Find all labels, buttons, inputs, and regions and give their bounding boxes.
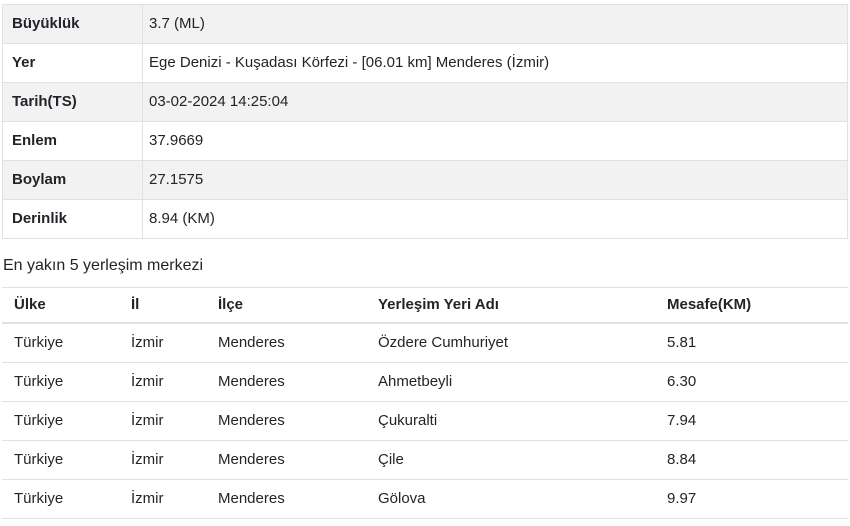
cell-province: İzmir [119, 322, 206, 363]
cell-settlement: Çukuralti [366, 401, 655, 441]
table-row: Derinlik 8.94 (KM) [2, 199, 848, 239]
cell-distance: 8.84 [655, 440, 848, 480]
header-row: Ülke İl İlçe Yerleşim Yeri Adı Mesafe(KM… [2, 287, 848, 324]
earthquake-detail-table: Büyüklük 3.7 (ML) Yer Ege Denizi - Kuşad… [2, 4, 848, 239]
detail-label-location: Yer [2, 43, 143, 83]
cell-distance: 9.97 [655, 479, 848, 519]
cell-country: Türkiye [2, 401, 119, 441]
column-header-distance: Mesafe(KM) [655, 287, 848, 324]
cell-settlement: Çile [366, 440, 655, 480]
detail-value-magnitude: 3.7 (ML) [142, 4, 848, 44]
detail-value-location: Ege Denizi - Kuşadası Körfezi - [06.01 k… [142, 43, 848, 83]
cell-district: Menderes [206, 362, 366, 402]
cell-distance: 5.81 [655, 322, 848, 363]
cell-settlement: Gölova [366, 479, 655, 519]
cell-province: İzmir [119, 401, 206, 441]
cell-district: Menderes [206, 322, 366, 363]
table-row: Türkiye İzmir Menderes Çile 8.84 [2, 440, 848, 480]
detail-value-longitude: 27.1575 [142, 160, 848, 200]
table-row: Enlem 37.9669 [2, 121, 848, 161]
table-row: Tarih(TS) 03-02-2024 14:25:04 [2, 82, 848, 122]
table-row: Türkiye İzmir Menderes Gölova 9.97 [2, 479, 848, 519]
table-row: Büyüklük 3.7 (ML) [2, 4, 848, 44]
cell-settlement: Ahmetbeyli [366, 362, 655, 402]
table-row: Türkiye İzmir Menderes Özdere Cumhuriyet… [2, 322, 848, 363]
detail-value-latitude: 37.9669 [142, 121, 848, 161]
detail-value-date: 03-02-2024 14:25:04 [142, 82, 848, 122]
column-header-country: Ülke [2, 287, 119, 324]
cell-province: İzmir [119, 440, 206, 480]
column-header-district: İlçe [206, 287, 366, 324]
cell-country: Türkiye [2, 440, 119, 480]
detail-label-latitude: Enlem [2, 121, 143, 161]
column-header-settlement: Yerleşim Yeri Adı [366, 287, 655, 324]
table-row: Türkiye İzmir Menderes Çukuralti 7.94 [2, 401, 848, 441]
cell-province: İzmir [119, 479, 206, 519]
nearby-section-heading: En yakın 5 yerleşim merkezi [3, 257, 204, 274]
cell-district: Menderes [206, 440, 366, 480]
detail-label-longitude: Boylam [2, 160, 143, 200]
cell-province: İzmir [119, 362, 206, 402]
cell-country: Türkiye [2, 322, 119, 363]
table-row: Yer Ege Denizi - Kuşadası Körfezi - [06.… [2, 43, 848, 83]
cell-distance: 6.30 [655, 362, 848, 402]
cell-country: Türkiye [2, 362, 119, 402]
table-row: Boylam 27.1575 [2, 160, 848, 200]
cell-district: Menderes [206, 479, 366, 519]
cell-distance: 7.94 [655, 401, 848, 441]
cell-country: Türkiye [2, 479, 119, 519]
nearby-table-header: Ülke İl İlçe Yerleşim Yeri Adı Mesafe(KM… [2, 287, 848, 324]
detail-label-magnitude: Büyüklük [2, 4, 143, 44]
table-row: Türkiye İzmir Menderes Ahmetbeyli 6.30 [2, 362, 848, 402]
column-header-province: İl [119, 287, 206, 324]
cell-district: Menderes [206, 401, 366, 441]
detail-label-depth: Derinlik [2, 199, 143, 239]
nearby-settlements-table: Ülke İl İlçe Yerleşim Yeri Adı Mesafe(KM… [2, 287, 848, 519]
detail-value-depth: 8.94 (KM) [142, 199, 848, 239]
detail-label-date: Tarih(TS) [2, 82, 143, 122]
cell-settlement: Özdere Cumhuriyet [366, 322, 655, 363]
